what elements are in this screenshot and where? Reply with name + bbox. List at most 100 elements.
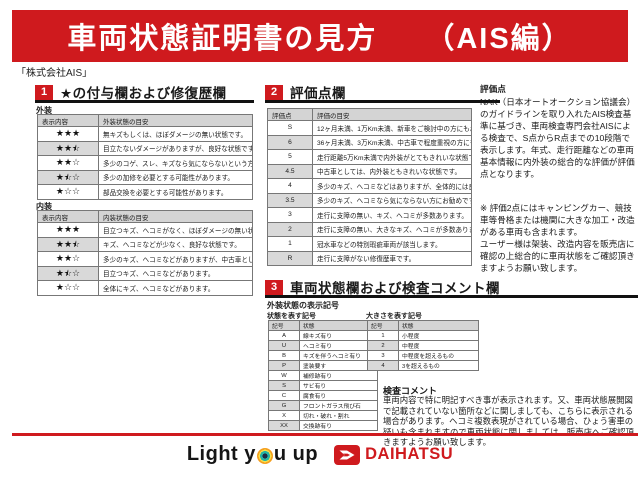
table-row: B キズを伴うヘコミ有り — [268, 350, 378, 361]
symbol-cell: 2 — [367, 340, 399, 351]
description-cell: 補修跡有り — [299, 370, 378, 381]
star-full-icon: ★ — [55, 186, 64, 197]
brand-name: DAIHATSU — [365, 445, 454, 463]
table-row: 4 3を超えるもの — [367, 360, 479, 371]
section1-number-badge: 1 — [35, 84, 53, 100]
description-cell: 走行に支障がない修復歴車です。 — [312, 250, 472, 266]
description-cell: 塗装要す — [299, 360, 378, 371]
description-cell: 12ヶ月未満、1万Km未満、新車をご検討中の方にもお勧めです。 — [312, 120, 472, 136]
grade-table: 評価点 評価の目安 S12ヶ月未満、1万Km未満、新車をご検討中の方にもお勧めで… — [267, 108, 472, 266]
star-full-icon: ★ — [55, 128, 64, 139]
table-row: U ヘコミ有り — [268, 340, 378, 351]
star-full-icon: ★ — [72, 128, 81, 139]
symbol-cell: ★★☆☆ — [37, 265, 99, 281]
column-header: 状態 — [398, 320, 479, 331]
column-header: 表示内容 — [37, 114, 99, 127]
section3-number-badge: 3 — [265, 279, 283, 295]
symbol-cell: ★☆☆ — [37, 280, 99, 296]
star-full-icon: ★ — [55, 253, 64, 264]
footer: Light y u up DAIHATSU — [0, 443, 640, 466]
table-row: 3.5 多少のキズ、ヘコミなら気にならない方にお勧めです。 — [267, 192, 472, 208]
symbol-cell: 1 — [367, 330, 399, 341]
star-full-icon: ★ — [63, 238, 73, 249]
section2-title: 評価点欄 — [290, 86, 346, 101]
star-empty-icon: ☆ — [72, 282, 81, 293]
description-cell: 中程度を超えるもの — [398, 350, 479, 361]
section2-underline — [265, 100, 500, 103]
state-table-label: 状態を表す記号 — [267, 313, 316, 320]
description-cell: 交換跡有り — [299, 420, 378, 431]
table-row: 4.5 中古車としては、内外装ともきれいな状態です。 — [267, 163, 472, 179]
section3-header: 3 車両状態欄および検査コメント欄 — [265, 277, 500, 297]
symbol-cell: W — [268, 370, 300, 381]
symbol-cell: B — [268, 350, 300, 361]
symbol-cell: S — [268, 380, 300, 391]
light-you-up-logo: Light y u up — [187, 443, 318, 466]
table-row: ★★★☆キズ、ヘコミなどが少なく、良好な状態です。 — [37, 236, 253, 252]
star-empty-icon: ☆ — [63, 282, 73, 293]
star-half-icon: ★☆ — [72, 142, 81, 153]
grade-sidebar: 評価点 NAK（日本オートオークション協議会）のガイドラインを取り入れたAIS検… — [480, 83, 638, 274]
table-row: 1 小程度 — [367, 330, 479, 341]
table-row: P 塗装要す — [268, 360, 378, 371]
description-cell: 目立つキズ、ヘコミなどがあります。 — [98, 265, 253, 281]
table-row: 1 冠水車などの特別瑕疵車両が該当します。 — [267, 236, 472, 252]
size-symbol-table: 記号 状態 1 小程度 2 中程度 3 中程度を超えるもの 4 3を超えるもの — [367, 320, 479, 371]
symbol-cell: ★★☆ — [37, 251, 99, 267]
symbol-cell: A — [268, 330, 300, 341]
symbol-cell: 1 — [267, 236, 313, 252]
column-header: 評価の目安 — [312, 108, 472, 121]
description-cell: 部品交換を必要とする可能性があります。 — [98, 184, 253, 200]
star-half-icon: ★☆ — [63, 267, 73, 278]
star-full-icon: ★ — [63, 157, 73, 168]
grade-sidebar-body: NAK（日本オートオークション協議会）のガイドラインを取り入れたAIS検査基準に… — [480, 97, 636, 179]
daihatsu-logo: DAIHATSU — [334, 444, 454, 465]
spacer — [480, 180, 638, 202]
description-cell: 多少の加修を必要とする可能性があります。 — [98, 169, 253, 185]
table-row: S サビ有り — [268, 380, 378, 391]
symbol-cell: G — [268, 400, 300, 411]
page-title: 車両状態証明書の見方 — [67, 23, 378, 55]
description-cell: 切れ・破れ・割れ — [299, 410, 378, 421]
star-half-icon: ★☆ — [63, 171, 73, 182]
interior-star-table: 表示内容 内装状態の目安 ★★★目立つキズ、ヘコミがなく、ほぼダメージの無い状態… — [37, 210, 253, 296]
slogan-text: Light y — [186, 443, 256, 465]
table-header-row: 表示内容 外装状態の目安 — [37, 114, 253, 127]
description-cell: 中古車としては、内外装ともきれいな状態です。 — [312, 163, 472, 179]
target-circle-icon — [256, 448, 273, 464]
footer-divider — [12, 433, 638, 436]
table-row: ★☆☆ 全体にキズ、ヘコミなどがあります。 — [37, 280, 253, 296]
inspection-comment-label: 検査コメント — [383, 386, 438, 396]
table-row: A 線キズ有り — [268, 330, 378, 341]
description-cell: キズを伴うヘコミ有り — [299, 350, 378, 361]
symbol-cell: 4 — [367, 360, 399, 371]
section1-underline — [35, 100, 254, 103]
symbol-cell: 4 — [267, 178, 313, 194]
star-full-icon: ★ — [63, 142, 73, 153]
description-cell: サビ有り — [299, 380, 378, 391]
section3-title: 車両状態欄および検査コメント欄 — [290, 281, 500, 296]
star-empty-icon: ☆ — [63, 186, 73, 197]
symbol-cell: ★☆☆ — [37, 184, 99, 200]
exterior-label: 外装 — [36, 106, 52, 115]
symbol-cell: 6 — [267, 134, 313, 150]
column-header: 内装状態の目安 — [98, 210, 253, 223]
description-cell: キズ、ヘコミなどが少なく、良好な状態です。 — [98, 236, 253, 252]
symbol-cell: C — [268, 390, 300, 401]
table-row: 5 走行距離5万Km未満で内外装がとてもきれいな状態です。 — [267, 149, 472, 165]
description-cell: 腐食有り — [299, 390, 378, 401]
description-cell: フロントガラス飛び石 — [299, 400, 378, 411]
page-banner: 車両状態証明書の見方 （AIS編） — [12, 10, 628, 62]
table-row: 2 中程度 — [367, 340, 479, 351]
column-header: 状態 — [299, 320, 378, 331]
grade-sidebar-note: ユーザー様は架装、改造内容を販売店に確認の上総合的に車両状態をご確認頂きますよう… — [480, 239, 635, 273]
description-cell: 36ヶ月未満、3万Km未満、中古車で程度重視の方にもお勧めです。 — [312, 134, 472, 150]
description-cell: 小程度 — [398, 330, 479, 341]
symbol-cell: 2 — [267, 221, 313, 237]
exterior-star-table: 表示内容 外装状態の目安 ★★★ 無キズもしくは、ほぼダメージの無い状態です。 ★★… — [37, 114, 253, 200]
section3-underline — [265, 295, 638, 298]
table-row: ★☆☆ 部品交換を必要とする可能性があります。 — [37, 184, 253, 200]
section2-header: 2 評価点欄 — [265, 82, 346, 102]
description-cell: 目立つキズ、ヘコミがなく、ほぼダメージの無い状態です。 — [98, 222, 253, 238]
